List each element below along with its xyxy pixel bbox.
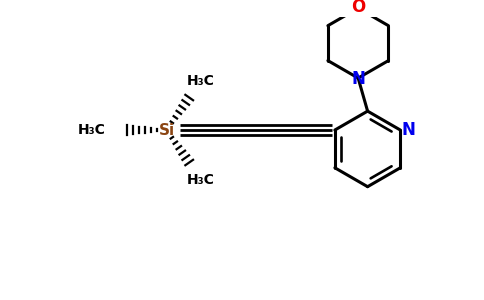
Text: N: N — [351, 70, 365, 88]
Text: H₃C: H₃C — [187, 172, 215, 187]
Text: Si: Si — [158, 122, 175, 137]
Text: O: O — [351, 0, 365, 16]
Text: N: N — [402, 121, 416, 139]
Text: H₃C: H₃C — [78, 123, 106, 137]
Text: H₃C: H₃C — [187, 74, 215, 88]
